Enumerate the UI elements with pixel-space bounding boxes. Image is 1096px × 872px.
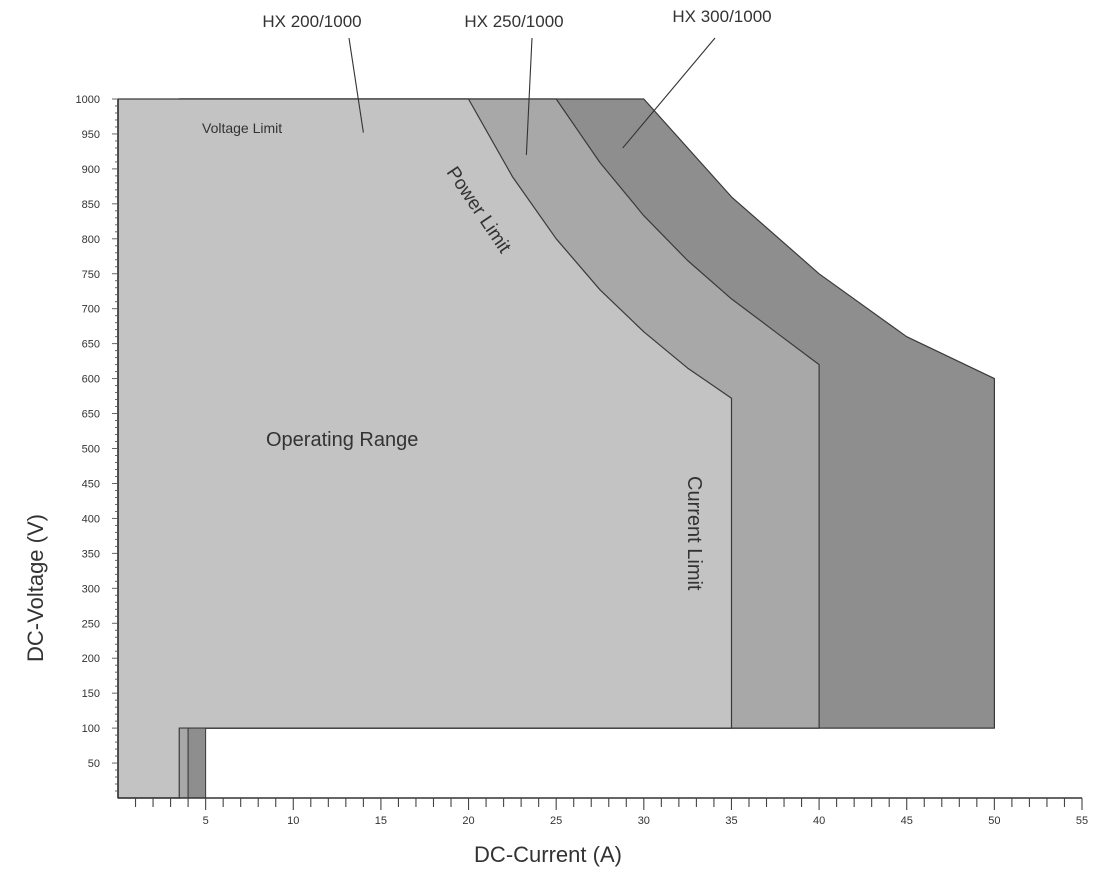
low-current-strip-2 bbox=[187, 727, 207, 799]
voltage-limit-annotation: Voltage Limit bbox=[202, 120, 282, 136]
x-tick-label: 30 bbox=[638, 815, 650, 827]
current-limit-annotation: Current Limit bbox=[683, 476, 705, 591]
x-tick-label: 10 bbox=[287, 815, 299, 827]
leader-line-hx300 bbox=[622, 37, 716, 149]
y-tick-label: 250 bbox=[82, 618, 100, 630]
y-tick-label: 900 bbox=[82, 164, 100, 176]
low-current-strips bbox=[178, 727, 207, 799]
y-tick-label: 850 bbox=[82, 199, 100, 211]
x-tick-label: 40 bbox=[813, 815, 825, 827]
y-axis-title: DC-Voltage (V) bbox=[23, 514, 48, 662]
operating-range-annotation: Operating Range bbox=[266, 429, 418, 451]
model-label-hx300: HX 300/1000 bbox=[672, 7, 771, 26]
y-tick-label: 400 bbox=[82, 513, 100, 525]
x-tick-label: 55 bbox=[1076, 815, 1088, 827]
y-tick-label: 650 bbox=[82, 409, 100, 421]
y-tick-label: 700 bbox=[82, 304, 100, 316]
x-tick-label: 15 bbox=[375, 815, 387, 827]
y-tick-label: 200 bbox=[82, 653, 100, 665]
x-tick-label: 50 bbox=[988, 815, 1000, 827]
y-axis-ticks: 50 100 150 200 250 300 350 400 450 500 650 600 650 70… bbox=[76, 94, 118, 792]
x-axis-title: DC-Current (A) bbox=[474, 842, 622, 867]
model-label-hx200: HX 200/1000 bbox=[262, 12, 361, 31]
y-tick-label: 350 bbox=[82, 548, 100, 560]
y-tick-label: 750 bbox=[82, 269, 100, 281]
y-tick-label: 650 bbox=[82, 339, 100, 351]
y-tick-label: 100 bbox=[82, 723, 100, 735]
x-tick-label: 20 bbox=[462, 815, 474, 827]
x-tick-label: 5 bbox=[203, 815, 209, 827]
leader-line-hx250 bbox=[525, 37, 533, 155]
y-tick-label: 50 bbox=[88, 758, 100, 770]
x-axis-ticks: 5 10 15 20 25 30 35 40 45 50 55 bbox=[134, 798, 1088, 827]
series-areas bbox=[117, 98, 996, 799]
low-current-strip-1 bbox=[178, 727, 189, 799]
y-tick-label: 300 bbox=[82, 583, 100, 595]
y-tick-label: 150 bbox=[82, 688, 100, 700]
y-tick-label: 450 bbox=[82, 478, 100, 490]
x-tick-label: 45 bbox=[901, 815, 913, 827]
y-tick-label: 600 bbox=[82, 374, 100, 386]
y-tick-label: 950 bbox=[82, 129, 100, 141]
y-tick-label: 800 bbox=[82, 234, 100, 246]
callout-leader-lines bbox=[348, 37, 716, 155]
x-tick-label: 25 bbox=[550, 815, 562, 827]
x-tick-label: 35 bbox=[725, 815, 737, 827]
y-tick-label: 500 bbox=[82, 444, 100, 456]
leader-line-hx200 bbox=[348, 37, 364, 133]
model-label-hx250: HX 250/1000 bbox=[464, 12, 563, 31]
y-tick-label: 1000 bbox=[76, 94, 100, 106]
